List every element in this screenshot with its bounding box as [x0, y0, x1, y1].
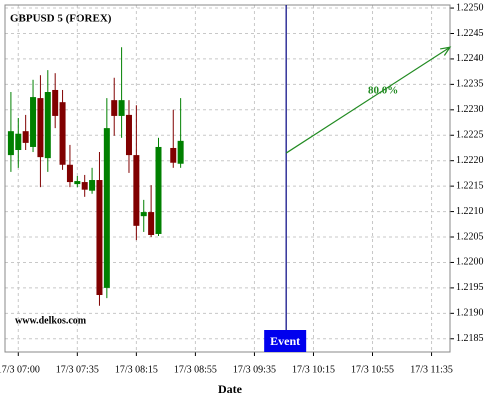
candle-body [44, 92, 51, 159]
candle-body [177, 140, 184, 164]
x-tick-label: 17/3 07:35 [56, 364, 99, 375]
y-tick-label: 1.2200 [456, 257, 484, 268]
y-tick-label: 1.2250 [456, 2, 484, 13]
y-tick-label: 1.2245 [456, 28, 484, 39]
y-tick-label: 1.2185 [456, 333, 484, 344]
event-box [264, 330, 307, 352]
candle-body [22, 131, 29, 143]
chart-title: GBPUSD 5 (FOREX) [10, 13, 112, 25]
candle-body [59, 102, 66, 165]
candle-body [89, 180, 96, 191]
candle-body [74, 181, 81, 185]
x-tick-label: 17/3 10:15 [292, 364, 335, 375]
y-tick-label: 1.2195 [456, 282, 484, 293]
arrow-head [440, 46, 452, 56]
y-tick-label: 1.2240 [456, 53, 484, 64]
y-tick-label: 1.2220 [456, 155, 484, 166]
forecast-arrow [285, 46, 451, 154]
candle-body [155, 146, 162, 234]
x-tick-label: 17/3 08:55 [174, 364, 217, 375]
y-tick-label: 1.2225 [456, 130, 484, 141]
y-tick-label: 1.2205 [456, 231, 484, 242]
x-tick-label: 17/3 07:00 [0, 364, 40, 375]
y-tick-label: 1.2215 [456, 180, 484, 191]
forecast-label: 80.0% [368, 85, 398, 97]
candle-body [118, 100, 125, 116]
candle-body [15, 133, 22, 151]
candle-body [52, 89, 59, 116]
candle-body [7, 131, 14, 156]
candle-body [30, 97, 37, 147]
candle-body [103, 128, 110, 288]
plot-frame [4, 4, 451, 353]
candle-body [148, 212, 155, 235]
candle-body [125, 114, 132, 156]
x-tick-label: 17/3 08:15 [115, 364, 158, 375]
x-axis-label: Date [218, 382, 243, 396]
y-tick-label: 1.2190 [456, 308, 484, 319]
y-tick-label: 1.2230 [456, 104, 484, 115]
candle-body [133, 155, 140, 226]
candle-body [96, 180, 103, 296]
candle-body [111, 100, 118, 116]
x-tick-label: 17/3 11:35 [410, 364, 453, 375]
candle-body [170, 147, 177, 163]
x-tick-label: 17/3 09:35 [233, 364, 276, 375]
watermark: www.delkos.com [15, 315, 87, 326]
candle-body [66, 164, 73, 183]
x-tick-label: 17/3 10:55 [351, 364, 394, 375]
candle-body [140, 212, 147, 217]
candle-body [81, 182, 88, 190]
candle-body [37, 98, 44, 158]
y-tick-label: 1.2210 [456, 206, 484, 217]
y-tick-label: 1.2235 [456, 79, 484, 90]
event-label: Event [270, 334, 300, 348]
